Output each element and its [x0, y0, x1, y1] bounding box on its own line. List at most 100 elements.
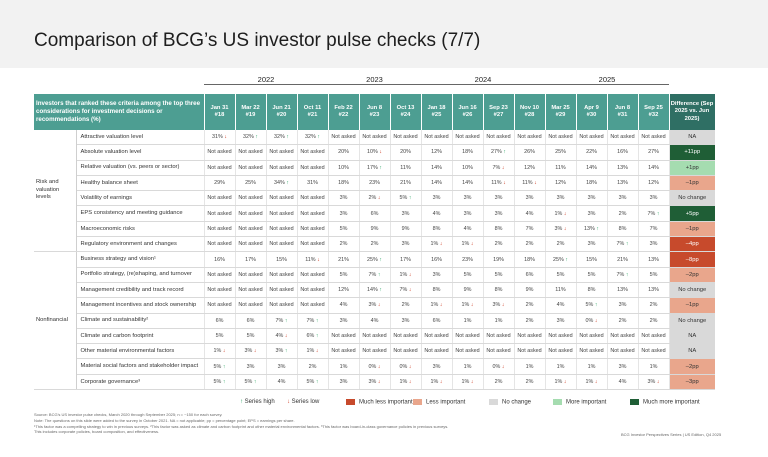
value-cell: 18%: [328, 175, 360, 192]
value-cell: 17%: [390, 251, 422, 268]
value-cell: 8%: [483, 282, 515, 299]
value-cell: 9%: [514, 282, 546, 299]
value-cell: 5%: [483, 267, 515, 283]
value-cell: 1% ↓: [576, 374, 608, 391]
value-cell: 3%: [266, 358, 298, 375]
arrow-down-icon: ↓: [439, 302, 443, 309]
value-cell: 11% ↓: [297, 251, 329, 268]
difference-cell: +5pp: [669, 205, 715, 222]
value-cell: 11% ↓: [514, 175, 546, 192]
value-cell: 2%: [607, 313, 639, 329]
value-cell: 1% ↓: [204, 343, 236, 360]
value-cell: 12%: [638, 175, 670, 192]
arrow-down-icon: ↓: [284, 333, 288, 339]
year-label: 2024: [421, 74, 545, 85]
arrow-up-icon: ↑: [222, 363, 226, 370]
value-cell: 2%: [607, 205, 639, 222]
arrow-up-icon: ↑: [408, 195, 412, 202]
value-cell: 4%: [545, 297, 577, 314]
value-cell: 1% ↓: [545, 205, 577, 222]
value-cell: 2%: [638, 297, 670, 314]
arrow-up-icon: ↑: [379, 256, 382, 263]
difference-cell: –1pp: [669, 175, 715, 192]
value-cell: 11% ↓: [483, 175, 515, 192]
value-cell: 14%: [576, 160, 608, 176]
value-cell: Not asked: [452, 343, 484, 360]
value-cell: 3%: [390, 236, 422, 253]
value-cell: 1% ↓: [421, 374, 453, 391]
value-cell: 2%: [514, 297, 546, 314]
year-blank: [76, 74, 204, 85]
arrow-up-icon: ↑: [222, 378, 226, 385]
arrow-down-icon: ↓: [315, 348, 319, 355]
value-cell: Not asked: [266, 297, 298, 314]
value-cell: 22%: [576, 144, 608, 161]
value-cell: 5% ↑: [390, 190, 422, 207]
difference-cell: No change: [669, 313, 715, 329]
criterion-label: Regulatory environment and changes: [76, 236, 205, 253]
value-cell: 8%: [421, 221, 453, 238]
legend-swatch: [413, 399, 422, 405]
value-cell: 12%: [328, 282, 360, 299]
criterion-label: Attractive valuation level: [76, 130, 205, 146]
value-cell: 11%: [545, 160, 577, 176]
value-cell: 0% ↓: [359, 358, 391, 375]
column-header: Sep 25 #32: [638, 94, 670, 130]
value-cell: 3%: [421, 267, 453, 283]
value-cell: 12%: [514, 160, 546, 176]
difference-cell: NA: [669, 328, 715, 345]
value-cell: 3%: [235, 358, 267, 375]
value-cell: Not asked: [514, 130, 546, 146]
column-header: Feb 22 #22: [328, 94, 360, 130]
criterion-label: Climate and carbon footprint: [76, 328, 205, 345]
value-cell: Not asked: [297, 267, 329, 283]
value-cell: Not asked: [204, 144, 236, 161]
legend-swatch: [346, 399, 355, 405]
value-cell: 10% ↓: [359, 144, 391, 161]
value-cell: 2%: [359, 236, 391, 253]
arrow-up-icon: ↑: [565, 256, 568, 263]
value-cell: 12%: [545, 175, 577, 192]
value-cell: 16%: [204, 251, 236, 268]
value-cell: 10%: [328, 160, 360, 176]
value-cell: Not asked: [514, 328, 546, 345]
table-row: Relative valuation (vs. peers or sector)…: [34, 160, 715, 176]
footnote-line: Note: The questions on this slide were a…: [34, 417, 295, 423]
arrow-down-icon: ↓: [377, 363, 381, 370]
arrow-up-icon: ↑: [377, 271, 381, 278]
column-header: Mar 22 #19: [235, 94, 267, 130]
legend-item: Much less important: [346, 399, 413, 406]
value-cell: 14% ↑: [359, 282, 391, 299]
value-cell: Not asked: [421, 130, 453, 146]
footnotes: Source: BCG’s US investor pulse checks, …: [34, 412, 554, 435]
difference-cell: +11pp: [669, 144, 715, 161]
page-title: Comparison of BCG’s US investor pulse ch…: [34, 30, 481, 51]
value-cell: 7% ↑: [607, 236, 639, 253]
value-cell: Not asked: [607, 130, 639, 146]
value-cell: Not asked: [266, 205, 298, 222]
value-cell: 1% ↓: [452, 297, 484, 314]
table-row: Management incentives and stock ownershi…: [34, 297, 715, 314]
value-cell: 1% ↓: [452, 236, 484, 253]
value-cell: 16%: [607, 144, 639, 161]
value-cell: 1%: [328, 358, 360, 375]
value-cell: 3% ↓: [638, 374, 670, 391]
value-cell: Not asked: [545, 343, 577, 360]
value-cell: 25% ↑: [359, 251, 391, 268]
table-row: Portfolio strategy, (re)shaping, and tur…: [34, 267, 715, 283]
value-cell: 14%: [421, 175, 453, 192]
value-cell: 4%: [452, 221, 484, 238]
difference-cell: –8pp: [669, 251, 715, 268]
value-cell: 17% ↑: [359, 160, 391, 176]
value-cell: 4%: [359, 313, 391, 329]
column-header: Jun 16 #26: [452, 94, 484, 130]
value-cell: 14%: [421, 160, 453, 176]
value-cell: Not asked: [204, 221, 236, 238]
difference-cell: No change: [669, 282, 715, 299]
arrow-up-icon: ↑: [315, 317, 319, 324]
value-cell: Not asked: [514, 343, 546, 360]
value-cell: Not asked: [452, 130, 484, 146]
arrow-up-icon: ↑: [255, 134, 258, 141]
value-cell: Not asked: [576, 130, 608, 146]
value-cell: 25% ↑: [545, 251, 577, 268]
